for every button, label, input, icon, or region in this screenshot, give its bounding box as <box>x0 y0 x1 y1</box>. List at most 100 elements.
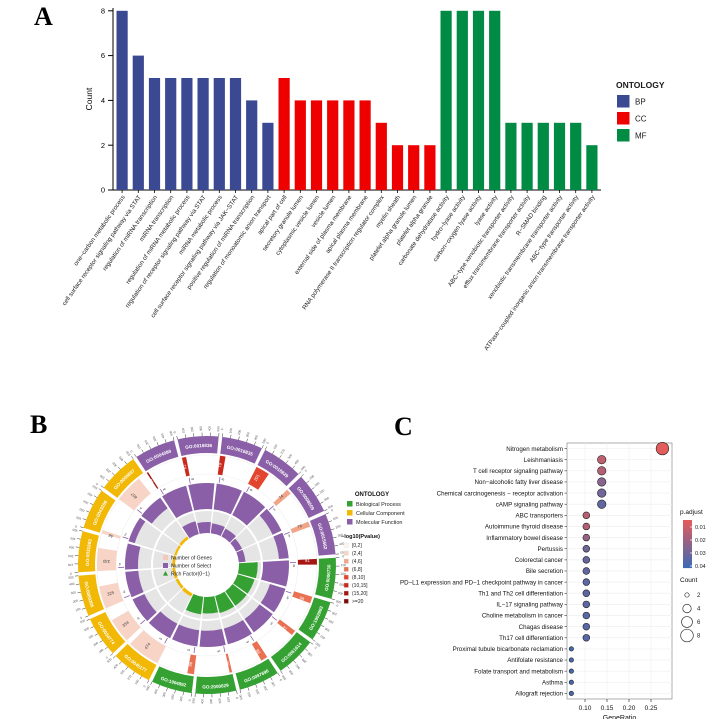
dot <box>568 646 574 652</box>
scale-tick <box>285 460 289 464</box>
select-bar <box>172 624 200 647</box>
scale-tick <box>150 681 153 685</box>
legend-label: Number of Genes <box>171 556 212 562</box>
scale-tick <box>334 545 339 547</box>
scale-tick-label: 300 <box>199 426 203 432</box>
scale-tick-label: 200 <box>335 524 341 529</box>
legend-swatch <box>347 510 353 516</box>
scale-tick <box>331 598 335 600</box>
gene-count-label: 61 <box>181 464 187 470</box>
gene-count-box <box>181 457 190 477</box>
scale-tick <box>82 518 87 521</box>
dot <box>582 545 591 553</box>
dot <box>582 511 591 520</box>
scale-tick <box>110 653 114 656</box>
gradient-slice <box>683 556 692 560</box>
scale-tick-label: 200 <box>105 467 112 474</box>
scale-tick-label: 200 <box>72 599 78 604</box>
pathway-label: Th1 and Th2 cell differentiation <box>478 590 563 597</box>
scale-tick <box>176 435 178 440</box>
legend-label: Cellular Component <box>356 511 405 517</box>
gene-count-label: 48 <box>107 533 114 539</box>
scale-tick <box>254 441 256 446</box>
select-count-label: 4 <box>139 506 143 510</box>
select-count-label: 5 <box>159 637 163 641</box>
scale-tick-label: 500 <box>340 550 346 554</box>
select-tick <box>164 637 168 644</box>
gene-count-box <box>96 547 118 572</box>
scale-tick-label: 0 <box>95 482 99 486</box>
gene-count-label: 74 <box>277 493 284 500</box>
bar <box>553 122 566 190</box>
legend-padjust: p.adjust 0.01 0.02 0.03 0.04 <box>680 509 706 570</box>
bar <box>391 145 404 190</box>
legend-circle <box>682 603 692 614</box>
rich-factor-bar <box>181 587 193 597</box>
legend-swatch <box>343 574 349 580</box>
panel-a-label: A <box>34 2 53 31</box>
dot <box>582 600 591 609</box>
dot <box>597 488 607 498</box>
scale-tick-label: 0 <box>105 655 109 659</box>
bar <box>197 78 209 190</box>
legend-label: (15,20] <box>352 591 368 597</box>
select-count-label: 8 <box>293 564 295 568</box>
legend-swatch <box>617 95 630 108</box>
ontology-arc <box>152 666 194 694</box>
ontology-arc <box>257 449 299 487</box>
scale-tick-label: 200 <box>79 507 86 513</box>
rich-factor-bar <box>174 545 181 556</box>
select-bar <box>213 483 242 515</box>
scale-tick-label: 400 <box>288 669 295 676</box>
scale-tick <box>298 471 302 475</box>
scale-tick <box>184 434 186 438</box>
legend-swatch <box>343 590 349 596</box>
scale-tick-label: 300 <box>152 436 158 443</box>
go-id-label: GO:0015562 <box>317 522 328 550</box>
select-bar <box>125 570 144 598</box>
select-tick <box>250 635 254 642</box>
gene-count-box <box>118 478 151 511</box>
scale-tick-label: 0 <box>142 684 146 688</box>
scale-tick <box>312 639 316 642</box>
pathway-label: Nitrogen metabolism <box>506 446 563 453</box>
legend-swatch <box>163 555 168 560</box>
center-legend: Number of Genes Number of Select Rich Fact… <box>163 555 212 578</box>
select-bar <box>141 497 168 524</box>
bar <box>116 10 128 190</box>
scale-tick-label: 500 <box>327 504 334 510</box>
scale-tick-label: 500 <box>216 426 220 432</box>
legend-label: CC <box>635 115 647 124</box>
gradient-slice <box>683 562 692 566</box>
pathway-label: Allograft rejection <box>515 691 563 698</box>
pathway-label: Leishmaniasis <box>524 457 563 464</box>
bar <box>424 145 436 190</box>
select-tick <box>223 646 226 653</box>
pathway-label: Antifolate resistance <box>507 657 563 664</box>
legend-swatch <box>343 598 349 604</box>
x-tick-label: 0.15 <box>601 705 614 712</box>
legend-swatch <box>617 129 630 142</box>
rich-factor-bar <box>230 538 243 552</box>
scale-tick-label: 0 <box>173 431 177 434</box>
scale-tick <box>125 666 129 670</box>
x-tick-label: 0.20 <box>623 705 636 712</box>
scale-tick <box>75 583 80 585</box>
scale-tick-label: 400 <box>253 434 259 441</box>
select-bar <box>261 560 289 587</box>
scale-tick <box>331 528 335 531</box>
scale-tick <box>311 487 315 490</box>
gradient-tick-label: 0.04 <box>695 564 706 570</box>
bar <box>181 78 193 190</box>
scale-tick <box>239 689 242 694</box>
bar <box>505 122 517 190</box>
scale-tick-label: 0 <box>336 603 339 607</box>
scale-tick <box>277 672 280 677</box>
pathway-label: Autoimmune thyroid disease <box>485 524 564 531</box>
go-id-label: GO:0031983 <box>85 538 93 566</box>
gene-count-box <box>273 489 291 506</box>
gene-count-box <box>130 630 166 664</box>
